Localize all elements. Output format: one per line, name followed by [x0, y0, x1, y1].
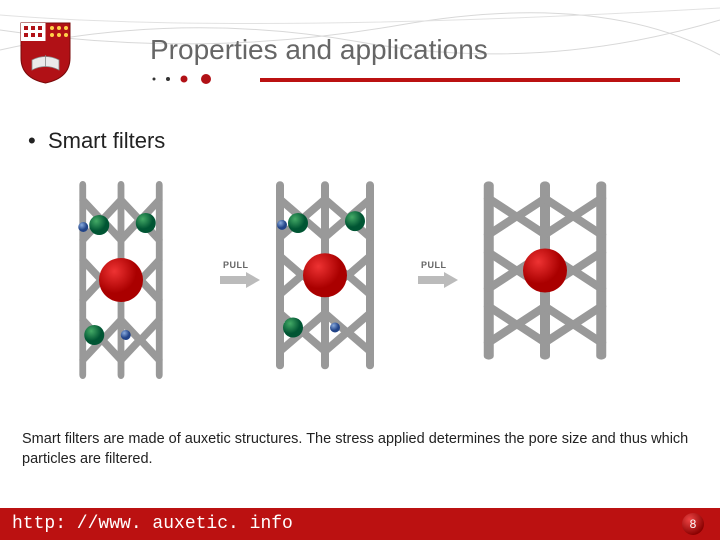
- university-shield-logo: [18, 20, 73, 85]
- page-title: Properties and applications: [150, 34, 488, 66]
- accent-underline: [260, 78, 680, 82]
- footer-url: http: //www. auxetic. info: [12, 514, 293, 534]
- diagram-caption: Smart filters are made of auxetic struct…: [22, 430, 698, 469]
- page-number-badge: 8: [682, 513, 704, 535]
- footer-bar: http: //www. auxetic. info 8: [0, 508, 720, 540]
- bullet-text: Smart filters: [48, 128, 165, 153]
- pull-arrow-0: [220, 272, 260, 288]
- bullet-smart-filters: • Smart filters: [28, 128, 165, 154]
- pull-label-0: PULL: [223, 260, 249, 270]
- pull-label-1: PULL: [421, 260, 447, 270]
- pull-arrow-1: [418, 272, 458, 288]
- smart-filter-diagram: PULL PULL: [70, 180, 650, 380]
- page-number: 8: [690, 517, 697, 531]
